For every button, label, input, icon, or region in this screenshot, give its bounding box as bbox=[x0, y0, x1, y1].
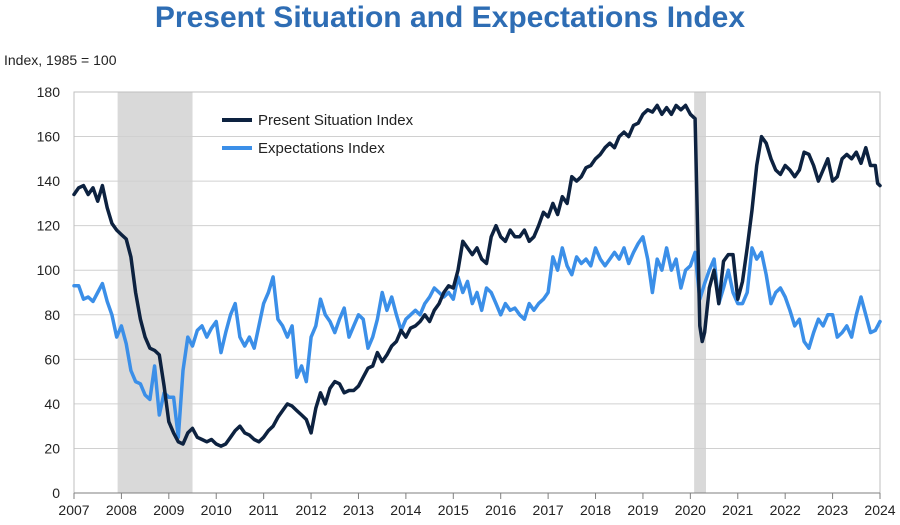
series-line-present bbox=[72, 103, 882, 448]
x-tick-label-2008: 2008 bbox=[106, 502, 137, 518]
y-tick-label-20: 20 bbox=[44, 440, 60, 456]
legend-label-expectations: Expectations Index bbox=[258, 140, 385, 157]
x-tick-label-2023: 2023 bbox=[817, 502, 848, 518]
x-tick-label-2020: 2020 bbox=[675, 502, 706, 518]
x-tick-label-2007: 2007 bbox=[58, 502, 89, 518]
x-tick-label-2010: 2010 bbox=[201, 502, 232, 518]
x-tick-label-2011: 2011 bbox=[249, 502, 279, 518]
y-tick-label-0: 0 bbox=[52, 485, 60, 501]
y-tick-label-180: 180 bbox=[37, 84, 61, 100]
x-tick-label-2017: 2017 bbox=[533, 502, 564, 518]
chart-title: Present Situation and Expectations Index bbox=[154, 1, 746, 34]
x-tick-label-2018: 2018 bbox=[580, 502, 611, 518]
y-tick-label-160: 160 bbox=[37, 129, 61, 145]
x-tick-label-2024: 2024 bbox=[864, 502, 895, 518]
y-tick-label-60: 60 bbox=[44, 351, 60, 367]
y-tick-label-80: 80 bbox=[44, 307, 60, 323]
x-tick-label-2021: 2021 bbox=[722, 502, 753, 518]
x-tick-label-2014: 2014 bbox=[390, 502, 421, 518]
y-tick-label-40: 40 bbox=[44, 396, 60, 412]
x-tick-label-2009: 2009 bbox=[153, 502, 184, 518]
x-tick-label-2012: 2012 bbox=[295, 502, 326, 518]
y-tick-label-140: 140 bbox=[37, 173, 61, 189]
y-tick-label-100: 100 bbox=[37, 262, 61, 278]
x-tick-label-2015: 2015 bbox=[438, 502, 469, 518]
recession-band-1 bbox=[117, 92, 193, 493]
y-tick-label-120: 120 bbox=[37, 218, 61, 234]
legend-label-present: Present Situation Index bbox=[258, 112, 414, 129]
y-axis-title: Index, 1985 = 100 bbox=[4, 52, 117, 68]
x-tick-label-2022: 2022 bbox=[770, 502, 801, 518]
x-tick-label-2016: 2016 bbox=[485, 502, 516, 518]
series-line-expectations bbox=[72, 235, 882, 440]
x-tick-label-2013: 2013 bbox=[343, 502, 374, 518]
x-tick-label-2019: 2019 bbox=[627, 502, 658, 518]
